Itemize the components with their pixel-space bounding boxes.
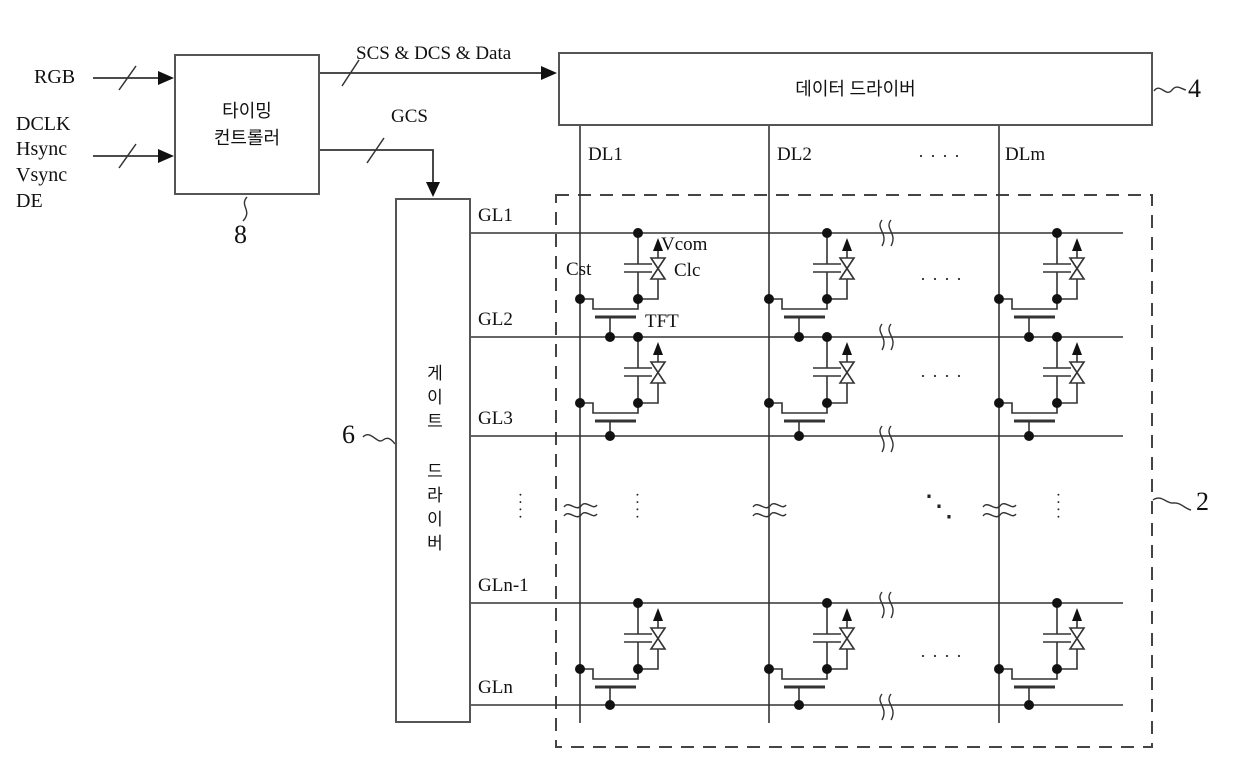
bus-slash <box>118 143 137 169</box>
pixel-label-clc: Clc <box>674 260 701 281</box>
bus-label-gcs: GCS <box>391 106 428 127</box>
bus-label-scs-dcs-data: SCS & DCS & Data <box>356 43 512 64</box>
pixel-cell <box>992 596 1086 689</box>
pixel-col1-vertical-ellipsis: ···· <box>628 492 645 522</box>
data-line-label-dl2: DL2 <box>777 144 812 165</box>
data-line-label-dl1: DL1 <box>588 144 623 165</box>
gate-line-break-marks <box>879 219 894 721</box>
signal-label-vsync: Vsync <box>16 164 68 186</box>
pixel-row2-ellipsis: ···· <box>920 366 968 386</box>
gate-line-label-gl3: GL3 <box>478 408 513 429</box>
timing-controller-box: 타이밍 컨트롤러 <box>174 54 320 195</box>
pixel-cell <box>573 596 667 689</box>
pixel-cells-group <box>573 226 1086 710</box>
pixel-array-dashed-border <box>555 194 1153 748</box>
signal-label-dclk: DCLK <box>16 113 71 135</box>
signal-label-hsync: Hsync <box>16 138 68 160</box>
pixel-cell <box>762 226 856 319</box>
pixel-cell <box>573 330 667 423</box>
pixel-label-cst: Cst <box>566 259 592 280</box>
timing-controller-label-line2: 컨트롤러 <box>213 127 281 148</box>
pixel-row3-ellipsis: ···· <box>920 646 968 666</box>
gate-line-label-gln: GLn <box>478 677 513 698</box>
pixel-label-tft: TFT <box>645 311 679 332</box>
gate-line-label-gl2: GL2 <box>478 309 513 330</box>
pixel-col3-vertical-ellipsis: ···· <box>1049 492 1066 522</box>
ref-leader-6 <box>362 434 396 445</box>
arrowhead <box>158 149 174 163</box>
ref-leader-8 <box>242 196 248 222</box>
ref-leader-lines <box>242 86 1192 511</box>
pixel-cell <box>762 330 856 423</box>
data-line-ellipsis: ···· <box>918 146 966 166</box>
gate-line-label-gln-1: GLn-1 <box>478 575 529 596</box>
bus-slash <box>366 137 385 164</box>
arrowhead <box>158 71 174 85</box>
pixel-row1-ellipsis: ···· <box>920 269 968 289</box>
arrowhead <box>426 182 440 197</box>
gate-lines-group <box>471 232 1123 706</box>
gate-label-column-vertical-ellipsis: ···· <box>511 492 528 522</box>
ref-leader-4 <box>1153 86 1187 93</box>
ref-leader-2 <box>1152 497 1192 511</box>
pixel-cell <box>992 330 1086 423</box>
data-driver-box: 데이터 드라이버 <box>558 52 1153 126</box>
signal-label-rgb: RGB <box>34 66 76 88</box>
pixel-label-vcom: Vcom <box>661 234 708 255</box>
data-line-label-dlm: DLm <box>1005 144 1046 165</box>
ref-number-6: 6 <box>342 420 355 449</box>
gate-driver-label: 게이트 드라이버 <box>423 363 443 558</box>
ref-number-2: 2 <box>1196 487 1209 516</box>
gate-line-label-gl1: GL1 <box>478 205 513 226</box>
gcs-bus-wire <box>319 137 440 197</box>
diagonal-ellipsis: ⋱ <box>924 490 954 523</box>
tft-gate-stubs <box>605 317 1034 710</box>
pixel-cell <box>762 596 856 689</box>
input-arrows <box>93 65 174 169</box>
bus-slash <box>118 65 137 91</box>
timing-controller-label-line1: 타이밍 <box>222 101 272 122</box>
pixel-cell <box>992 226 1086 319</box>
data-lines-group <box>579 126 1000 723</box>
data-driver-label: 데이터 드라이버 <box>795 78 916 99</box>
gate-driver-box: 게이트 드라이버 <box>395 198 471 723</box>
signal-label-de: DE <box>16 190 43 212</box>
arrowhead <box>541 66 557 80</box>
ref-number-8: 8 <box>234 220 247 249</box>
ref-number-4: 4 <box>1188 74 1201 103</box>
